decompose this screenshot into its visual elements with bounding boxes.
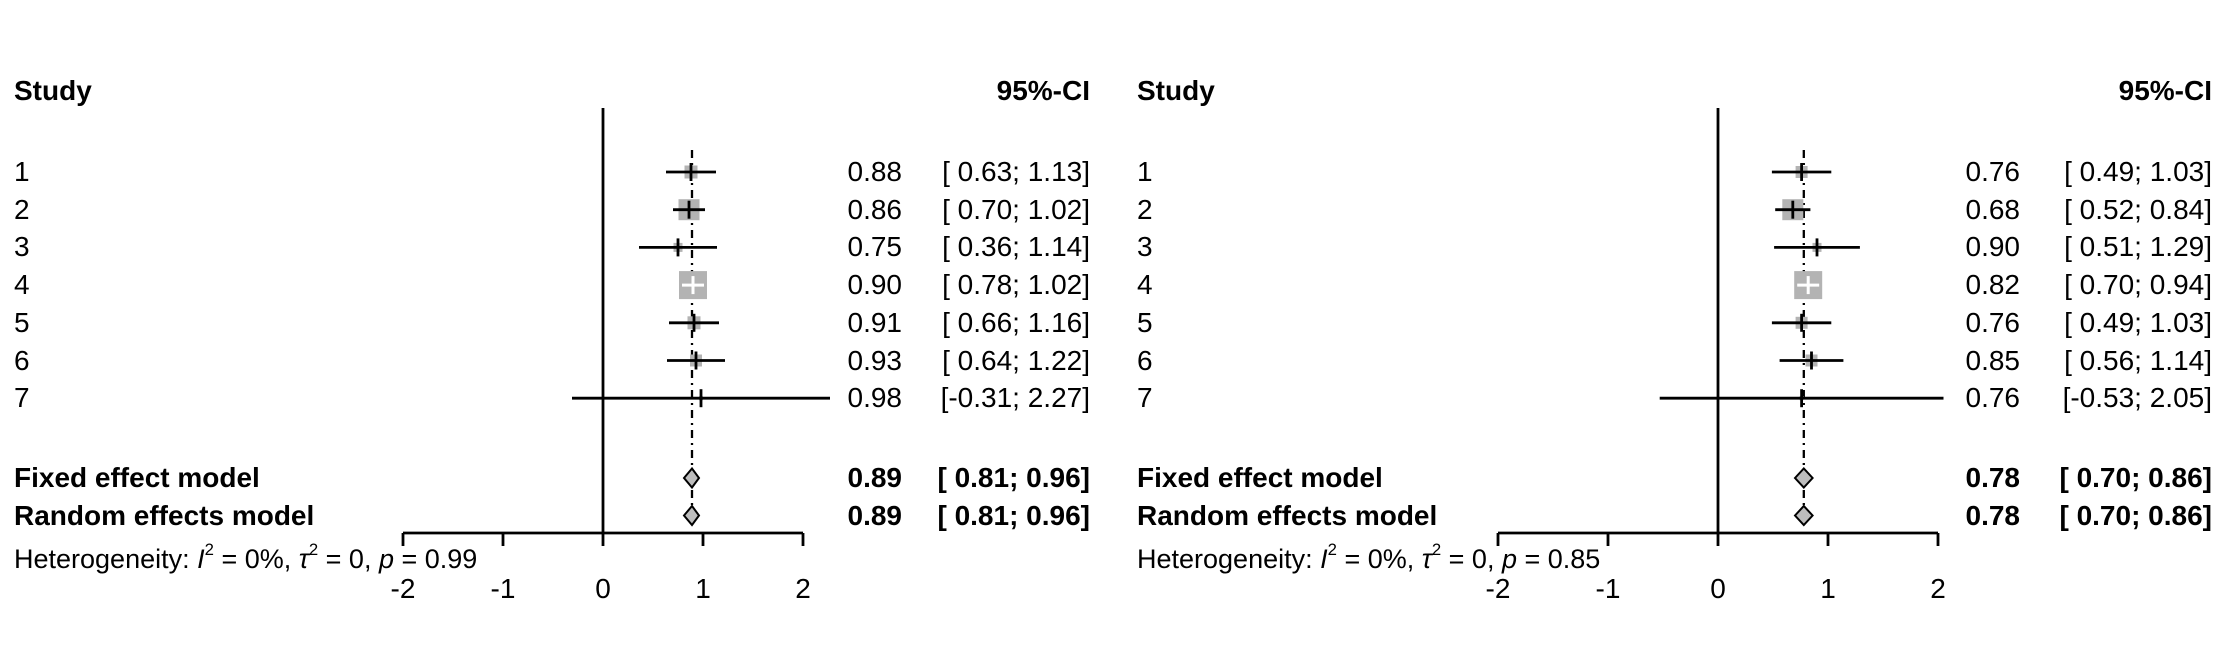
fixed-effect-diamond [682,466,701,490]
x-axis-tick-label: 2 [1930,573,1946,604]
study-estimate-value: 0.98 [847,382,903,414]
random-estimate-value: 0.78 [1965,499,2021,531]
x-axis-tick-label: 1 [695,573,711,604]
study-row-label: 4 [1137,269,1153,301]
heterogeneity-text: Heterogeneity: I2 = 0%, τ2 = 0, p = 0.99 [14,540,478,574]
study-ci-value: [ 0.78; 1.02] [942,269,1090,301]
study-row-label: 5 [1137,306,1153,338]
column-header-study: Study [14,75,92,106]
study-row-label: 6 [14,344,30,376]
study-ci-value: [ 0.49; 1.03] [2064,306,2212,338]
fixed-effect-diamond [1793,467,1814,489]
study-estimate-value: 0.76 [1965,306,2021,338]
study-row-label: 7 [1137,382,1153,414]
study-ci-value: [ 0.56; 1.14] [2064,344,2212,376]
fixed-estimate-value: 0.78 [1965,462,2021,493]
x-axis-tick-label: -2 [390,573,416,604]
x-axis-tick-label: 1 [1820,573,1836,604]
study-estimate-value: 0.85 [1965,344,2021,376]
study-ci-value: [ 0.49; 1.03] [2064,156,2212,187]
study-row-label: 5 [14,306,30,338]
study-ci-value: [ 0.66; 1.16] [942,306,1090,338]
study-row-label: 7 [14,382,30,414]
study-estimate-value: 0.91 [847,306,903,338]
heterogeneity-text: Heterogeneity: I2 = 0%, τ2 = 0, p = 0.85 [1137,540,1601,574]
column-header-ci: 95%-CI [996,75,1090,106]
study-row-label: 2 [14,193,30,225]
study-row-label: 2 [1137,193,1153,225]
random-ci-value: [ 0.70; 0.86] [2059,499,2212,531]
fixed-ci-value: [ 0.70; 0.86] [2059,462,2212,493]
study-row-label: 3 [14,231,30,263]
study-ci-value: [ 0.63; 1.13] [942,156,1090,187]
study-ci-value: [-0.31; 2.27] [940,382,1090,414]
study-row-label: 3 [1137,231,1153,263]
study-ci-value: [ 0.70; 0.94] [2064,269,2212,301]
study-estimate-value: 0.90 [847,269,903,301]
random-effects-diamond [682,504,701,527]
x-axis-tick-label: 0 [595,573,611,604]
fixed-effect-model-label: Fixed effect model [14,462,260,493]
study-ci-value: [ 0.70; 1.02] [942,193,1090,225]
fixed-effect-model-label: Fixed effect model [1137,462,1383,493]
column-header-ci: 95%-CI [2118,75,2212,106]
study-row-label: 6 [1137,344,1153,376]
random-estimate-value: 0.89 [847,499,903,531]
x-axis-tick-label: 0 [1710,573,1726,604]
study-row-label: 4 [14,269,30,301]
study-ci-value: [ 0.51; 1.29] [2064,231,2212,263]
study-estimate-value: 0.88 [847,156,903,187]
study-estimate-value: 0.86 [847,193,903,225]
study-estimate-value: 0.82 [1965,269,2021,301]
random-effects-model-label: Random effects model [1137,499,1438,531]
study-ci-value: [-0.53; 2.05] [2062,382,2212,414]
study-estimate-value: 0.76 [1965,156,2021,187]
x-axis-tick-label: -1 [1595,573,1621,604]
random-effects-model-label: Random effects model [14,499,315,531]
study-row-label: 1 [14,156,30,187]
study-estimate-value: 0.68 [1965,193,2021,225]
column-header-study: Study [1137,75,1215,106]
x-axis-tick-label: -2 [1485,573,1511,604]
study-estimate-value: 0.76 [1965,382,2021,414]
x-axis-tick-label: -1 [490,573,516,604]
x-axis-tick-label: 2 [795,573,811,604]
fixed-ci-value: [ 0.81; 0.96] [937,462,1090,493]
study-ci-value: [ 0.64; 1.22] [942,344,1090,376]
random-effects-diamond [1793,504,1814,527]
study-estimate-value: 0.93 [847,344,903,376]
study-estimate-value: 0.90 [1965,231,2021,263]
study-estimate-value: 0.75 [847,231,903,263]
study-ci-value: [ 0.36; 1.14] [942,231,1090,263]
study-ci-value: [ 0.52; 0.84] [2064,193,2212,225]
study-row-label: 1 [1137,156,1153,187]
fixed-estimate-value: 0.89 [847,462,903,493]
random-ci-value: [ 0.81; 0.96] [937,499,1090,531]
